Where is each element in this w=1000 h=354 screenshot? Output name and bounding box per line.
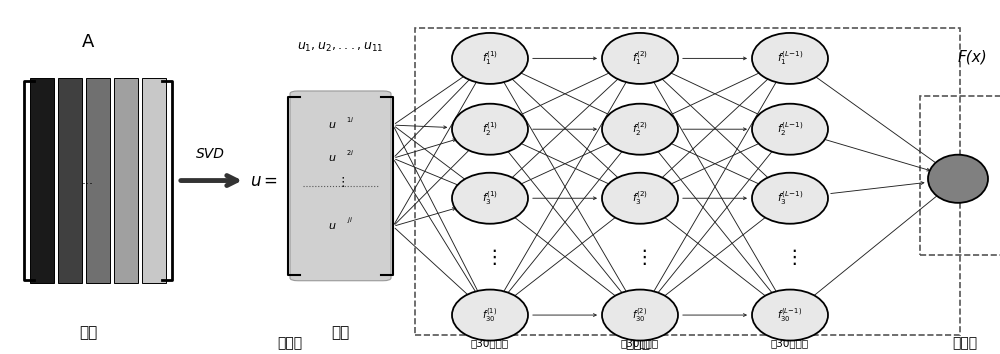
Text: $_{ji}$: $_{ji}$ <box>347 216 354 226</box>
Text: A: A <box>82 34 94 51</box>
Ellipse shape <box>928 155 988 203</box>
Text: $f_2^{(L\!-\!1)}$: $f_2^{(L\!-\!1)}$ <box>777 120 803 138</box>
Bar <box>142 78 166 283</box>
Text: 输出层: 输出层 <box>952 336 978 350</box>
Ellipse shape <box>752 173 828 224</box>
Text: $\boldsymbol{\mathit{u}}=$: $\boldsymbol{\mathit{u}}=$ <box>250 172 278 189</box>
Bar <box>86 78 110 283</box>
Ellipse shape <box>602 104 678 155</box>
Text: $u$: $u$ <box>328 120 337 130</box>
Text: $_{2i}$: $_{2i}$ <box>346 148 355 158</box>
Text: $f_3^{(L\!-\!1)}$: $f_3^{(L\!-\!1)}$ <box>777 189 803 207</box>
Bar <box>920 96 1000 255</box>
Text: $u_1, u_2,...,u_{11}$: $u_1, u_2,...,u_{11}$ <box>297 41 383 55</box>
Ellipse shape <box>452 104 528 155</box>
Text: $\vdots$: $\vdots$ <box>634 247 646 267</box>
Ellipse shape <box>752 104 828 155</box>
Text: $f_3^{(1)}$: $f_3^{(1)}$ <box>482 189 498 207</box>
Text: $f_1^{(L\!-\!1)}$: $f_1^{(L\!-\!1)}$ <box>777 50 803 67</box>
Text: 共30神经元: 共30神经元 <box>471 338 509 348</box>
Text: $f_2^{(2)}$: $f_2^{(2)}$ <box>632 120 648 138</box>
Text: $f_{30}^{(2)}$: $f_{30}^{(2)}$ <box>632 306 648 324</box>
Ellipse shape <box>752 290 828 341</box>
Text: $f_1^{(1)}$: $f_1^{(1)}$ <box>482 50 498 67</box>
Bar <box>58 78 82 283</box>
Bar <box>30 78 54 283</box>
Text: F(x): F(x) <box>957 49 987 64</box>
Text: $\vdots$: $\vdots$ <box>336 175 345 189</box>
Text: $f_3^{(2)}$: $f_3^{(2)}$ <box>632 189 648 207</box>
Bar <box>114 78 138 283</box>
Ellipse shape <box>602 173 678 224</box>
Text: 隐藏层: 隐藏层 <box>625 336 651 350</box>
Ellipse shape <box>752 33 828 84</box>
Text: 输入层: 输入层 <box>277 336 303 350</box>
Text: $f_{30}^{(1)}$: $f_{30}^{(1)}$ <box>482 306 498 324</box>
Text: $\vdots$: $\vdots$ <box>784 247 796 267</box>
Text: $f_2^{(1)}$: $f_2^{(1)}$ <box>482 120 498 138</box>
Text: $f_1^{(2)}$: $f_1^{(2)}$ <box>632 50 648 67</box>
Text: 共30神经元: 共30神经元 <box>621 338 659 348</box>
Text: 高维: 高维 <box>79 325 97 340</box>
Ellipse shape <box>452 290 528 341</box>
Text: $\vdots$: $\vdots$ <box>484 247 496 267</box>
Ellipse shape <box>602 33 678 84</box>
Text: 共30神经元: 共30神经元 <box>771 338 809 348</box>
Bar <box>415 28 960 335</box>
Text: $u$: $u$ <box>328 153 337 163</box>
Text: SVD: SVD <box>196 147 224 161</box>
Text: $u$: $u$ <box>328 221 337 232</box>
Text: $f_{30}^{(L\!-\!1)}$: $f_{30}^{(L\!-\!1)}$ <box>777 306 803 324</box>
Ellipse shape <box>602 290 678 341</box>
Text: $_{1i}$: $_{1i}$ <box>346 115 355 125</box>
Text: 低维: 低维 <box>331 325 349 340</box>
Text: ...: ... <box>82 174 94 187</box>
Ellipse shape <box>452 173 528 224</box>
Ellipse shape <box>452 33 528 84</box>
FancyBboxPatch shape <box>290 91 391 281</box>
